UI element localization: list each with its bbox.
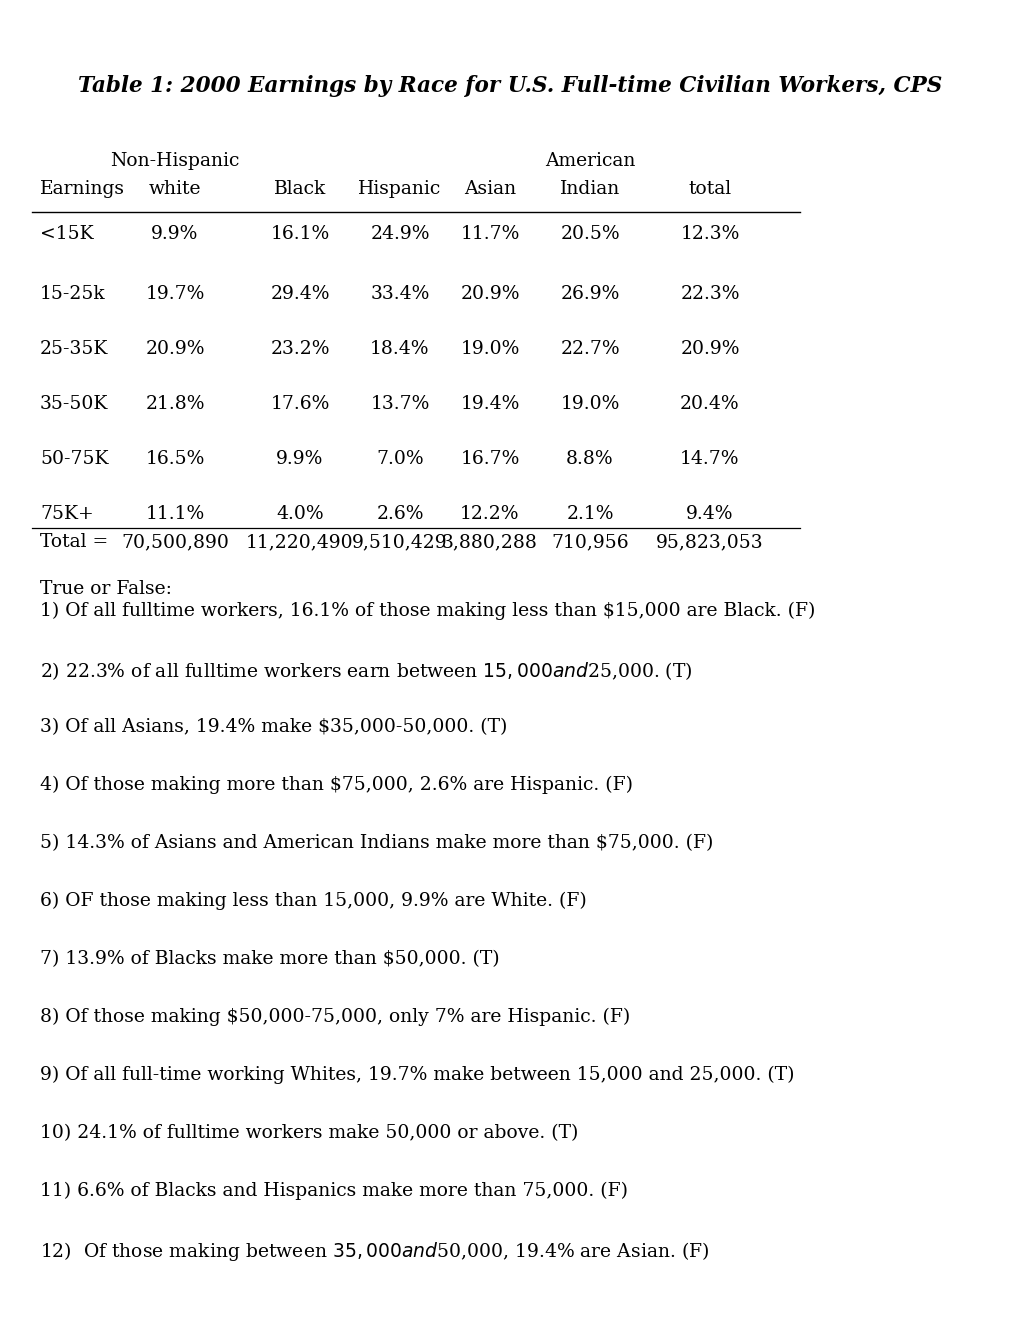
Text: 9.9%: 9.9% [276,450,323,469]
Text: 12.2%: 12.2% [460,506,520,523]
Text: white: white [149,180,201,198]
Text: 8) Of those making $50,000-75,000, only 7% are Hispanic. (F): 8) Of those making $50,000-75,000, only … [40,1008,630,1026]
Text: 25-35K: 25-35K [40,341,108,358]
Text: 21.8%: 21.8% [145,395,205,413]
Text: 33.4%: 33.4% [370,285,429,304]
Text: Table 1: 2000 Earnings by Race for U.S. Full-time Civilian Workers, CPS: Table 1: 2000 Earnings by Race for U.S. … [77,75,942,96]
Text: 11.1%: 11.1% [146,506,205,523]
Text: Earnings: Earnings [40,180,125,198]
Text: <15K: <15K [40,224,94,243]
Text: 3) Of all Asians, 19.4% make $35,000-50,000. (T): 3) Of all Asians, 19.4% make $35,000-50,… [40,718,506,737]
Text: 95,823,053: 95,823,053 [655,533,763,550]
Text: Non-Hispanic: Non-Hispanic [110,152,239,170]
Text: 1) Of all fulltime workers, 16.1% of those making less than $15,000 are Black. (: 1) Of all fulltime workers, 16.1% of tho… [40,602,814,620]
Text: 22.3%: 22.3% [680,285,739,304]
Text: 24.9%: 24.9% [370,224,429,243]
Text: Indian: Indian [559,180,620,198]
Text: total: total [688,180,731,198]
Text: Total =: Total = [40,533,108,550]
Text: 26.9%: 26.9% [559,285,620,304]
Text: 18.4%: 18.4% [370,341,429,358]
Text: Asian: Asian [464,180,516,198]
Text: 12.3%: 12.3% [680,224,739,243]
Text: 16.5%: 16.5% [145,450,205,469]
Text: 20.5%: 20.5% [559,224,620,243]
Text: 20.9%: 20.9% [145,341,205,358]
Text: 2.6%: 2.6% [376,506,423,523]
Text: 7.0%: 7.0% [376,450,424,469]
Text: 19.0%: 19.0% [559,395,620,413]
Text: 5) 14.3% of Asians and American Indians make more than $75,000. (F): 5) 14.3% of Asians and American Indians … [40,834,712,851]
Text: True or False:: True or False: [40,579,172,598]
Text: 6) OF those making less than 15,000, 9.9% are White. (F): 6) OF those making less than 15,000, 9.9… [40,892,586,911]
Text: 19.0%: 19.0% [460,341,519,358]
Text: 20.9%: 20.9% [460,285,520,304]
Text: 13.7%: 13.7% [370,395,429,413]
Text: 11) 6.6% of Blacks and Hispanics make more than 75,000. (F): 11) 6.6% of Blacks and Hispanics make mo… [40,1181,628,1200]
Text: 9.9%: 9.9% [151,224,199,243]
Text: 50-75K: 50-75K [40,450,108,469]
Text: 11.7%: 11.7% [460,224,519,243]
Text: 2.1%: 2.1% [566,506,613,523]
Text: 14.7%: 14.7% [680,450,739,469]
Text: 16.7%: 16.7% [460,450,519,469]
Text: 3,880,288: 3,880,288 [441,533,537,550]
Text: 29.4%: 29.4% [270,285,329,304]
Text: Black: Black [274,180,326,198]
Text: 4.0%: 4.0% [276,506,323,523]
Text: 11,220,490: 11,220,490 [246,533,354,550]
Text: 12)  Of those making between $35,000 and $50,000, 19.4% are Asian. (F): 12) Of those making between $35,000 and … [40,1239,709,1263]
Text: 2) 22.3% of all fulltime workers earn between $15,000 and $25,000. (T): 2) 22.3% of all fulltime workers earn be… [40,660,692,682]
Text: 16.1%: 16.1% [270,224,329,243]
Text: 19.7%: 19.7% [145,285,205,304]
Text: 10) 24.1% of fulltime workers make 50,000 or above. (T): 10) 24.1% of fulltime workers make 50,00… [40,1125,578,1142]
Text: 8.8%: 8.8% [566,450,613,469]
Text: 9) Of all full-time working Whites, 19.7% make between 15,000 and 25,000. (T): 9) Of all full-time working Whites, 19.7… [40,1067,794,1084]
Text: 17.6%: 17.6% [270,395,329,413]
Text: 35-50K: 35-50K [40,395,108,413]
Text: 23.2%: 23.2% [270,341,329,358]
Text: 7) 13.9% of Blacks make more than $50,000. (T): 7) 13.9% of Blacks make more than $50,00… [40,950,499,968]
Text: 22.7%: 22.7% [559,341,620,358]
Text: 4) Of those making more than $75,000, 2.6% are Hispanic. (F): 4) Of those making more than $75,000, 2.… [40,776,633,795]
Text: 9,510,429: 9,510,429 [352,533,447,550]
Text: 20.9%: 20.9% [680,341,739,358]
Text: Hispanic: Hispanic [358,180,441,198]
Text: 70,500,890: 70,500,890 [121,533,228,550]
Text: 9.4%: 9.4% [686,506,733,523]
Text: 20.4%: 20.4% [680,395,739,413]
Text: 15-25k: 15-25k [40,285,106,304]
Text: American: American [544,152,635,170]
Text: 19.4%: 19.4% [460,395,519,413]
Text: 75K+: 75K+ [40,506,94,523]
Text: 710,956: 710,956 [550,533,628,550]
